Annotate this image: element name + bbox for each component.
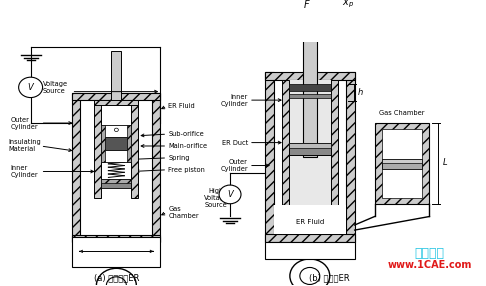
Text: V: V	[227, 190, 233, 199]
Bar	[265, 72, 355, 80]
Circle shape	[300, 267, 320, 285]
Bar	[72, 237, 160, 267]
Text: www.1CAE.com: www.1CAE.com	[387, 260, 471, 270]
Bar	[152, 93, 160, 242]
Circle shape	[219, 185, 241, 204]
Text: (b) 固柱型ER: (b) 固柱型ER	[310, 273, 350, 282]
Text: Voltage
Source: Voltage Source	[43, 81, 68, 94]
Bar	[131, 100, 139, 198]
Bar	[72, 93, 81, 242]
Bar	[94, 100, 139, 105]
Text: Outer
Cylinder: Outer Cylinder	[11, 117, 38, 130]
Text: V: V	[28, 83, 34, 92]
Bar	[346, 72, 355, 242]
Bar	[105, 137, 127, 150]
Text: ER Fluid: ER Fluid	[295, 219, 324, 225]
Bar	[72, 93, 160, 100]
Bar	[102, 105, 131, 198]
Bar	[274, 80, 346, 234]
Bar	[303, 25, 317, 157]
Bar	[111, 51, 122, 100]
Circle shape	[290, 259, 330, 286]
Text: 仿真在线: 仿真在线	[415, 247, 445, 259]
Text: Sub-orifice: Sub-orifice	[168, 131, 204, 137]
Bar	[265, 234, 355, 242]
Text: h: h	[358, 88, 363, 97]
Bar	[289, 84, 331, 91]
Text: Spring: Spring	[168, 155, 190, 161]
Bar	[265, 242, 355, 259]
Text: $x_p$: $x_p$	[342, 0, 354, 10]
Bar	[127, 125, 131, 162]
Text: Free piston: Free piston	[168, 167, 205, 173]
Bar	[274, 204, 346, 234]
Bar	[375, 123, 430, 204]
Bar	[289, 144, 331, 148]
Circle shape	[106, 277, 126, 286]
Bar	[282, 80, 289, 234]
Text: ER Duct: ER Duct	[222, 140, 248, 146]
Bar	[72, 235, 160, 242]
Bar	[382, 129, 422, 198]
Text: Inner
Cylinder: Inner Cylinder	[11, 165, 38, 178]
Text: Main-orifice: Main-orifice	[168, 143, 208, 149]
Circle shape	[18, 77, 43, 98]
Bar	[102, 125, 105, 162]
Bar	[289, 144, 331, 155]
Bar	[102, 125, 131, 162]
Text: High
Voltage
Source: High Voltage Source	[204, 188, 228, 208]
Text: Insulating
Material: Insulating Material	[9, 140, 41, 152]
Bar	[81, 100, 152, 235]
Text: Inner
Cylinder: Inner Cylinder	[220, 94, 248, 107]
Text: F: F	[304, 0, 310, 10]
Text: L: L	[442, 158, 447, 168]
Bar	[331, 80, 338, 234]
Bar	[94, 100, 102, 198]
Bar	[265, 72, 274, 242]
Circle shape	[114, 128, 119, 132]
Bar	[102, 179, 131, 182]
Text: Gas Chamber: Gas Chamber	[379, 110, 424, 116]
Bar	[289, 80, 331, 234]
Bar	[289, 94, 331, 98]
Text: Gas
Chamber: Gas Chamber	[168, 206, 199, 219]
Bar	[102, 179, 131, 188]
Bar	[382, 159, 422, 163]
Circle shape	[96, 268, 136, 286]
Text: ER Fluid: ER Fluid	[168, 103, 195, 109]
Text: Outer
Cylinder: Outer Cylinder	[220, 159, 248, 172]
Bar	[382, 159, 422, 169]
Text: (a) 单流孔型ER: (a) 单流孔型ER	[94, 273, 139, 282]
